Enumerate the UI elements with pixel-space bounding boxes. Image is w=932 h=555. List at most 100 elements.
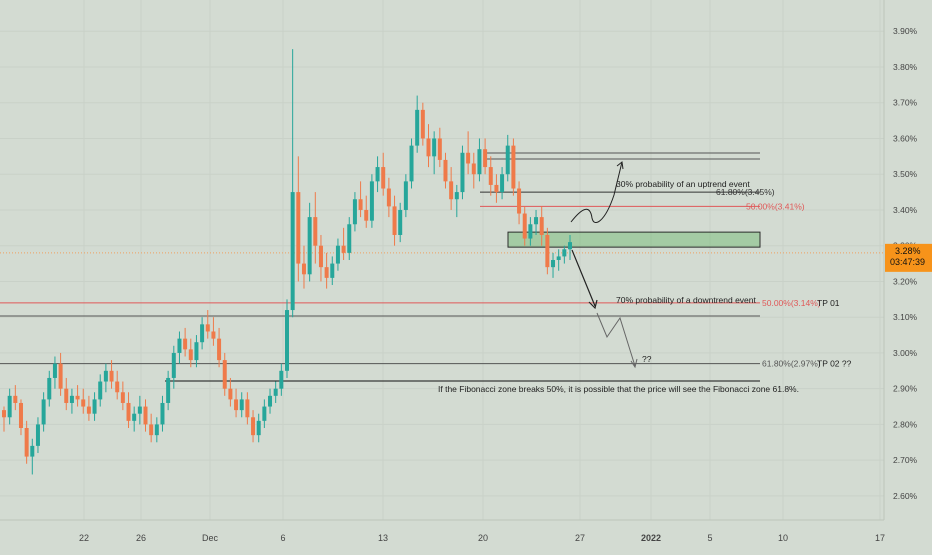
question-marks: ??	[642, 354, 652, 364]
candle	[500, 167, 505, 200]
candle	[132, 406, 137, 432]
candle-body	[75, 395, 80, 400]
candle-body	[126, 402, 131, 421]
candle-body	[483, 149, 488, 168]
candle-body	[115, 381, 120, 393]
candle	[58, 352, 63, 396]
candle-body	[81, 399, 86, 407]
candle	[217, 327, 222, 368]
candle-body	[307, 217, 312, 275]
price-tag-value: 3.28%	[895, 246, 921, 256]
price-tag-countdown: 03:47:39	[890, 257, 925, 267]
y-tick-label: 2.70%	[893, 455, 918, 465]
candle	[92, 392, 97, 421]
candle	[415, 95, 420, 153]
x-tick-label: 20	[478, 533, 488, 543]
candle-body	[477, 149, 482, 175]
candle	[251, 410, 256, 443]
candle	[30, 438, 35, 475]
candle-body	[92, 399, 97, 414]
candle	[81, 388, 86, 414]
candle	[358, 181, 363, 218]
candle	[318, 234, 323, 282]
candle-body	[166, 377, 171, 403]
candle-body	[318, 245, 323, 268]
candle-body	[375, 167, 380, 182]
candle	[494, 174, 499, 203]
y-tick-label: 3.80%	[893, 62, 918, 72]
candle-body	[364, 209, 369, 221]
candle-body	[551, 260, 556, 268]
candle-body	[47, 377, 52, 400]
candle-body	[245, 399, 250, 418]
candle	[449, 167, 454, 210]
candle	[268, 388, 273, 414]
candle	[35, 417, 40, 454]
x-tick-label: 2022	[641, 533, 661, 543]
candle	[477, 138, 482, 182]
price-tag-background	[885, 243, 932, 272]
candle	[335, 238, 340, 271]
candle	[69, 388, 74, 414]
candle	[364, 195, 369, 228]
candle-body	[420, 109, 425, 139]
candle	[522, 206, 527, 246]
x-tick-label: 22	[79, 533, 89, 543]
candle-body	[13, 395, 18, 403]
candle	[568, 234, 572, 260]
candle-body	[285, 310, 289, 371]
candle	[183, 327, 188, 357]
candle-body	[471, 163, 476, 175]
fib-label-50-upper: 50.00%(3.41%)	[746, 201, 805, 211]
uptrend-annotation: 30% probability of an uptrend event	[616, 179, 750, 189]
candle-body	[154, 424, 159, 436]
candle	[200, 317, 205, 350]
candle-body	[177, 338, 182, 353]
y-tick-label: 3.10%	[893, 312, 918, 322]
candle	[505, 134, 510, 182]
candle-body	[24, 428, 29, 457]
candle	[137, 395, 142, 425]
candle	[324, 252, 329, 289]
candle-body	[200, 324, 205, 343]
candle-body	[149, 424, 154, 436]
y-tick-label: 3.00%	[893, 348, 918, 358]
candle	[239, 392, 244, 418]
candle-body	[443, 159, 448, 182]
candle	[166, 370, 171, 411]
candle-body	[109, 370, 114, 382]
candle-body	[517, 188, 522, 214]
zigzag-projection	[596, 312, 636, 367]
projection-paths	[570, 161, 638, 369]
candle	[352, 192, 357, 232]
y-tick-label: 3.50%	[893, 169, 918, 179]
candle-body	[437, 138, 442, 160]
candle	[426, 124, 431, 168]
candle-body	[211, 331, 216, 339]
candle-body	[358, 199, 363, 210]
candle	[120, 381, 125, 411]
candle-body	[273, 388, 278, 396]
candle	[256, 413, 261, 443]
y-tick-label: 2.80%	[893, 419, 918, 429]
candle-body	[256, 420, 261, 436]
candle	[307, 202, 312, 282]
candle	[386, 177, 391, 218]
candle	[2, 406, 6, 432]
candle	[330, 256, 335, 286]
candle-body	[534, 217, 539, 225]
x-tick-label: 27	[575, 533, 585, 543]
candle-body	[324, 267, 329, 278]
candle-body	[539, 217, 544, 235]
downtrend-annotation: 70% probability of a downtrend event	[616, 295, 757, 305]
fibonacci-note: If the Fibonacci zone breaks 50%, it is …	[438, 384, 799, 394]
candle-body	[528, 224, 533, 239]
candle-body	[222, 360, 227, 389]
x-tick-label: 13	[378, 533, 388, 543]
candle	[454, 184, 459, 218]
candle-body	[454, 192, 459, 200]
candle-body	[98, 381, 103, 400]
candle-body	[341, 245, 346, 253]
candle-body	[137, 406, 142, 414]
